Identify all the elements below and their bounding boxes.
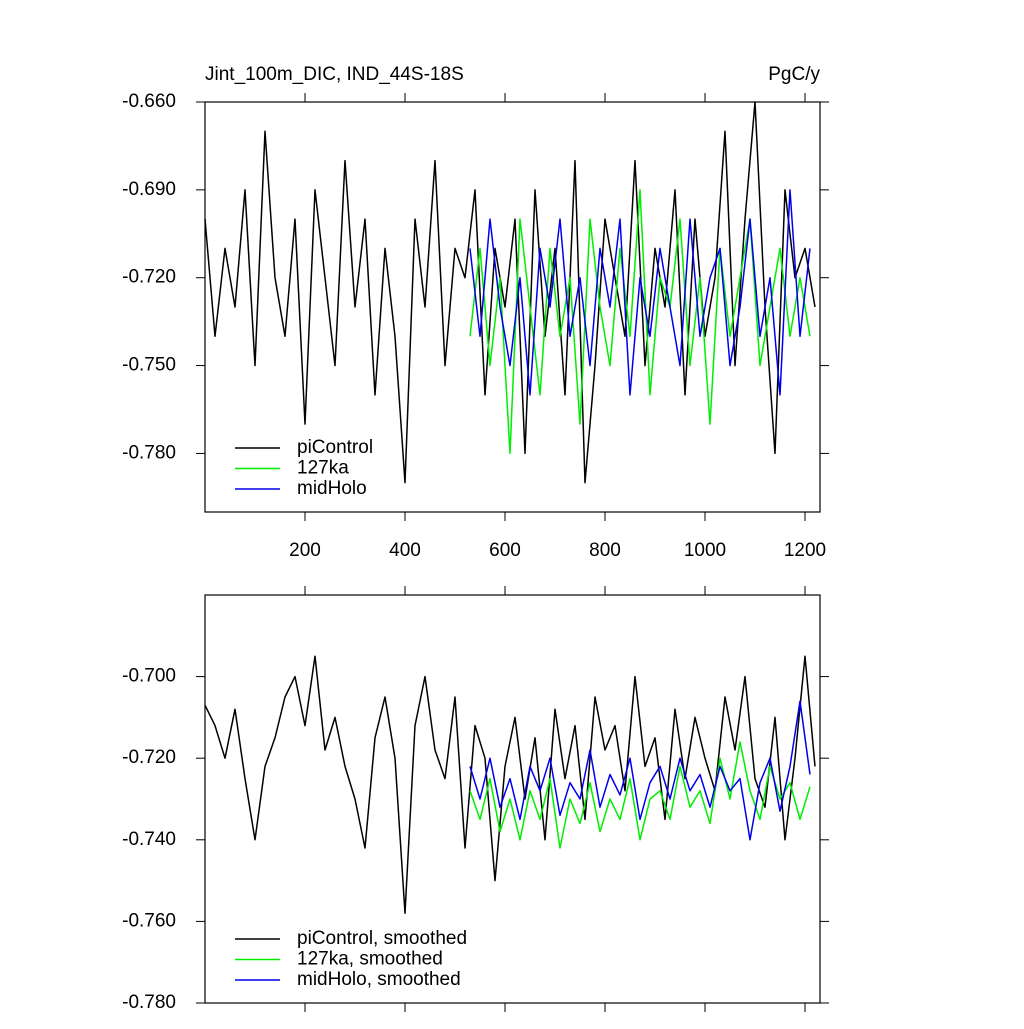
legend-label: piControl, smoothed <box>297 928 467 949</box>
series-line <box>204 101 816 484</box>
series-line <box>204 655 816 914</box>
legend-label: midHolo, smoothed <box>297 969 461 990</box>
y-tick-label: -0.690 <box>122 179 176 200</box>
y-tick-label: -0.660 <box>122 91 176 112</box>
units-label: PgC/y <box>768 64 820 85</box>
y-tick-label: -0.760 <box>122 910 176 931</box>
x-tick-label: 200 <box>289 540 321 561</box>
y-tick-label: -0.750 <box>122 355 176 376</box>
y-tick-label: -0.720 <box>122 267 176 288</box>
x-tick-label: 600 <box>489 540 521 561</box>
y-tick-label: -0.780 <box>122 442 176 463</box>
x-tick-label: 800 <box>589 540 621 561</box>
series-line <box>469 741 811 849</box>
series-line <box>469 189 811 396</box>
legend-label: midHolo <box>297 478 367 499</box>
legend-label: 127ka <box>297 458 349 479</box>
x-tick-label: 1000 <box>684 540 726 561</box>
x-tick-label: 400 <box>389 540 421 561</box>
y-tick-label: -0.740 <box>122 829 176 850</box>
series-line <box>469 189 811 455</box>
legend-label: 127ka, smoothed <box>297 949 443 970</box>
series-line <box>469 700 811 841</box>
plot-frame <box>204 101 821 513</box>
y-tick-label: -0.720 <box>122 747 176 768</box>
chart-title: Jint_100m_DIC, IND_44S-18S <box>205 64 464 85</box>
y-tick-label: -0.780 <box>122 992 176 1013</box>
x-tick-label: 1200 <box>784 540 826 561</box>
plot-frame <box>204 594 821 1004</box>
y-tick-label: -0.700 <box>122 666 176 687</box>
legend-label: piControl <box>297 437 373 458</box>
